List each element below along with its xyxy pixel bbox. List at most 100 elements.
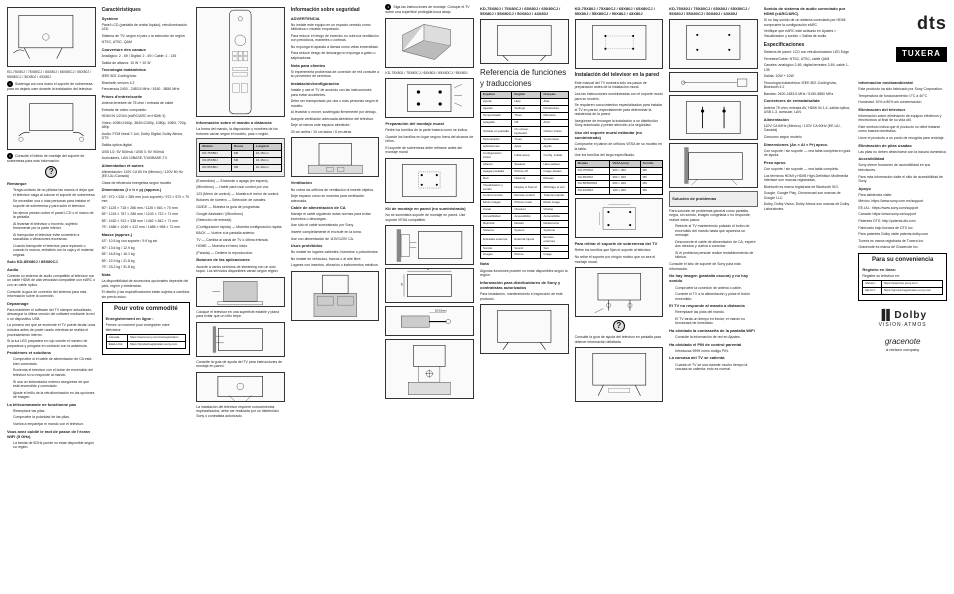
note-1: Si experimenta problemas de conexión de … [291,70,380,79]
note-header: Nota para clientes [291,63,380,68]
tr-5c: Clavier virtuel [541,126,568,137]
column-3: Información sobre el mando a distancia L… [193,4,288,590]
out-es: Salida: 10W + 10W [764,74,853,79]
scr-1c: 10-15mm [253,151,281,158]
scr-1b: M6 [231,151,253,158]
tr-10b: Picture off [512,168,541,175]
scr-3a: KD-55X80J [200,164,232,171]
note-2: El diseño y las especificaciones están s… [102,290,191,299]
tr-4b: Off [512,119,541,126]
reg-eu-label: États-Unis: [106,342,127,349]
tr-18c: Système [541,227,568,234]
sortie: Salida de altavoz: 10 W + 10 W [102,61,191,66]
noremote-header: El TV no responde al mando a distancia [669,303,758,308]
tr-7c: Applis [541,144,568,151]
dim-43: 43": 972 × 632 × 286 mm (con soporte) / … [102,195,191,204]
temp-header: La carcasa del TV se calienta [669,355,758,360]
tr-19a: Entradas externas [480,234,511,245]
tr-9c: Haut-parleur [541,161,568,168]
remove-1: Retire los tornillos que fijan el soport… [575,248,664,253]
col6-n1: Algunas funciones pueden no estar dispon… [480,269,569,278]
tr-6b: Tuner [512,137,541,144]
tr-7a: Aplicaciones [480,144,511,151]
dim-55: 55": 1243 × 787 × 286 mm / 1243 × 722 × … [102,212,191,217]
vent-header: Ventilación [291,180,380,185]
disposal-header: Eliminación del televisor [858,107,947,112]
masse-65: 65": 22.9 kg / 21.8 kg [102,259,191,264]
disposal-3: Lleve el producto a un punto de recogida… [858,136,947,141]
noimg-1: Compruebe la conexión de antena o cable. [669,286,758,291]
help-icon-container: ? [7,166,96,178]
power-2: Clase de eficiencia energética según mod… [102,181,191,186]
note-1: La disponibilidad de accesorios opcional… [102,279,191,288]
tr-21c: Image [541,252,568,259]
scr-3c: 10-12mm [253,164,281,171]
diagram-stand-bolt [385,339,474,399]
disposal-2: Este símbolo indica que el producto no d… [858,125,947,134]
dist: 30 cm arriba / 10 cm lados / 6 cm atrás [291,130,380,135]
std-2: Use los tornillos del largo especificado… [575,153,664,158]
jack-6: Salida óptica digital [102,143,191,148]
vesa-1c: M6 [640,167,662,174]
btn-11: HOME — Muestra el menú inicio. [196,244,285,249]
wifi-forgot-header: Ha olvidado la contraseña de la pantalla… [669,328,758,333]
vesa-3a: KD-55/50X80J [575,181,610,188]
dolby-text: ▐▌Dolby [858,309,947,322]
col5-step2: Siga las instrucciones de montaje. Coloq… [385,5,469,14]
vesa-4b: 100 × 200 [610,188,640,195]
tr-1c: Aide [541,99,568,106]
access-1: Sony ofrece funciones de accesibilidad e… [858,163,947,172]
nocmd-3: Vuelva a emparejar el mando con el telev… [7,422,96,427]
trouble-box: Solución de problemas [669,191,758,206]
tr-5a: Teclado en pantalla [480,126,511,137]
sys-es: Sistema de panel: LCD con retroiluminaci… [764,50,853,55]
tuxera-logo: TUXERA [896,47,947,61]
tr-12b: Display & Sound [512,182,541,193]
svg-text:a: a [427,269,429,271]
registration-box-es: Para su conveniencia Registro en línea: … [858,253,947,301]
diagram-back-screws [385,158,474,203]
sys-2: Sistema de TV: según el país o la selecc… [102,34,191,39]
sys-3: NTSC, ATSC, QAM [102,40,191,45]
diagram-wall-bracket [385,225,474,265]
dolby-sub: VISION·ATMOS [858,322,947,329]
tr-21b: Picture [512,252,541,259]
th-3: Français [541,92,568,99]
wifi-2: Bluetooth versión 4.2 [102,81,191,86]
tr-13a: Control remoto [480,193,511,200]
vesa-2a: KD-65X80J [575,174,610,181]
apps-header: Botones de las aplicaciones [196,257,285,262]
column-10: dts TUXERA Información medioambiental Es… [855,4,950,590]
dim-1: Con soporte / sin soporte — vea tabla co… [764,149,853,158]
scr-2a: KD-65X80J [200,158,232,165]
patents-1: Patentes DTS: http://patents.dts.com [858,219,947,224]
patents-3: Para patentes Dolby visite patents.dolby… [858,232,947,237]
safety-text: La instalación del televisor requiere co… [196,405,285,419]
col8-models: KD-75X80J / 75X80CJ / 65X80J / 65X80CJ /… [669,6,758,16]
tr-2c: Paramètres [541,105,568,112]
tr-17a: Reiniciar [480,220,511,227]
column-6: KD-75X80J / 75X80CJ / 65X80J / 65X80CJ /… [477,4,572,590]
marcas-1: Los términos HDMI y HDMI High-Definition… [764,174,853,183]
power-header: Alimentation et autres [102,163,191,168]
tr-21a: Imagen [480,252,511,259]
col7-h1: Este manual del TV muestra sólo los paso… [575,81,664,90]
jack-5: Audio: PCM lineal 7.1ch, Dolby Digital, … [102,132,191,141]
kit-note: No se suministra soporte de montaje en p… [385,213,474,222]
tr-3c: Minuterie [541,112,568,119]
col6-models: KD-75X80J / 75X80CJ / 65X80J / 65X80CJ /… [480,6,569,16]
vesa-h2: VESA (mm) [610,160,640,167]
translation-table: EspañolEnglishFrançais AyudaHelpAide Aju… [480,91,569,259]
column-9: Sonido de sistema de audio conectado por… [761,4,856,590]
diagram-wall-install [575,19,664,69]
vesa-4c: M6 [640,188,662,195]
trouble-1: Para solución de problemas general como … [669,209,758,223]
wifi-1: IEEE 802.11a/b/g/n/ac [102,74,191,79]
power-1: Alimentación: 110V CA 60 Hz (México) / 1… [102,170,191,179]
trouble-5: Consulte el sitio de soporte de Sony par… [669,262,758,271]
audio-hdmi-header: Sonido de sistema de audio conectado por… [764,6,853,16]
diagram-lift-tv [7,95,96,150]
btn-5: GUIDE — Muestra la guía de programas. [196,205,285,210]
vesa-h3: Tornillo [640,160,662,167]
peso-1: Con soporte / sin soporte — vea tabla co… [764,167,853,172]
